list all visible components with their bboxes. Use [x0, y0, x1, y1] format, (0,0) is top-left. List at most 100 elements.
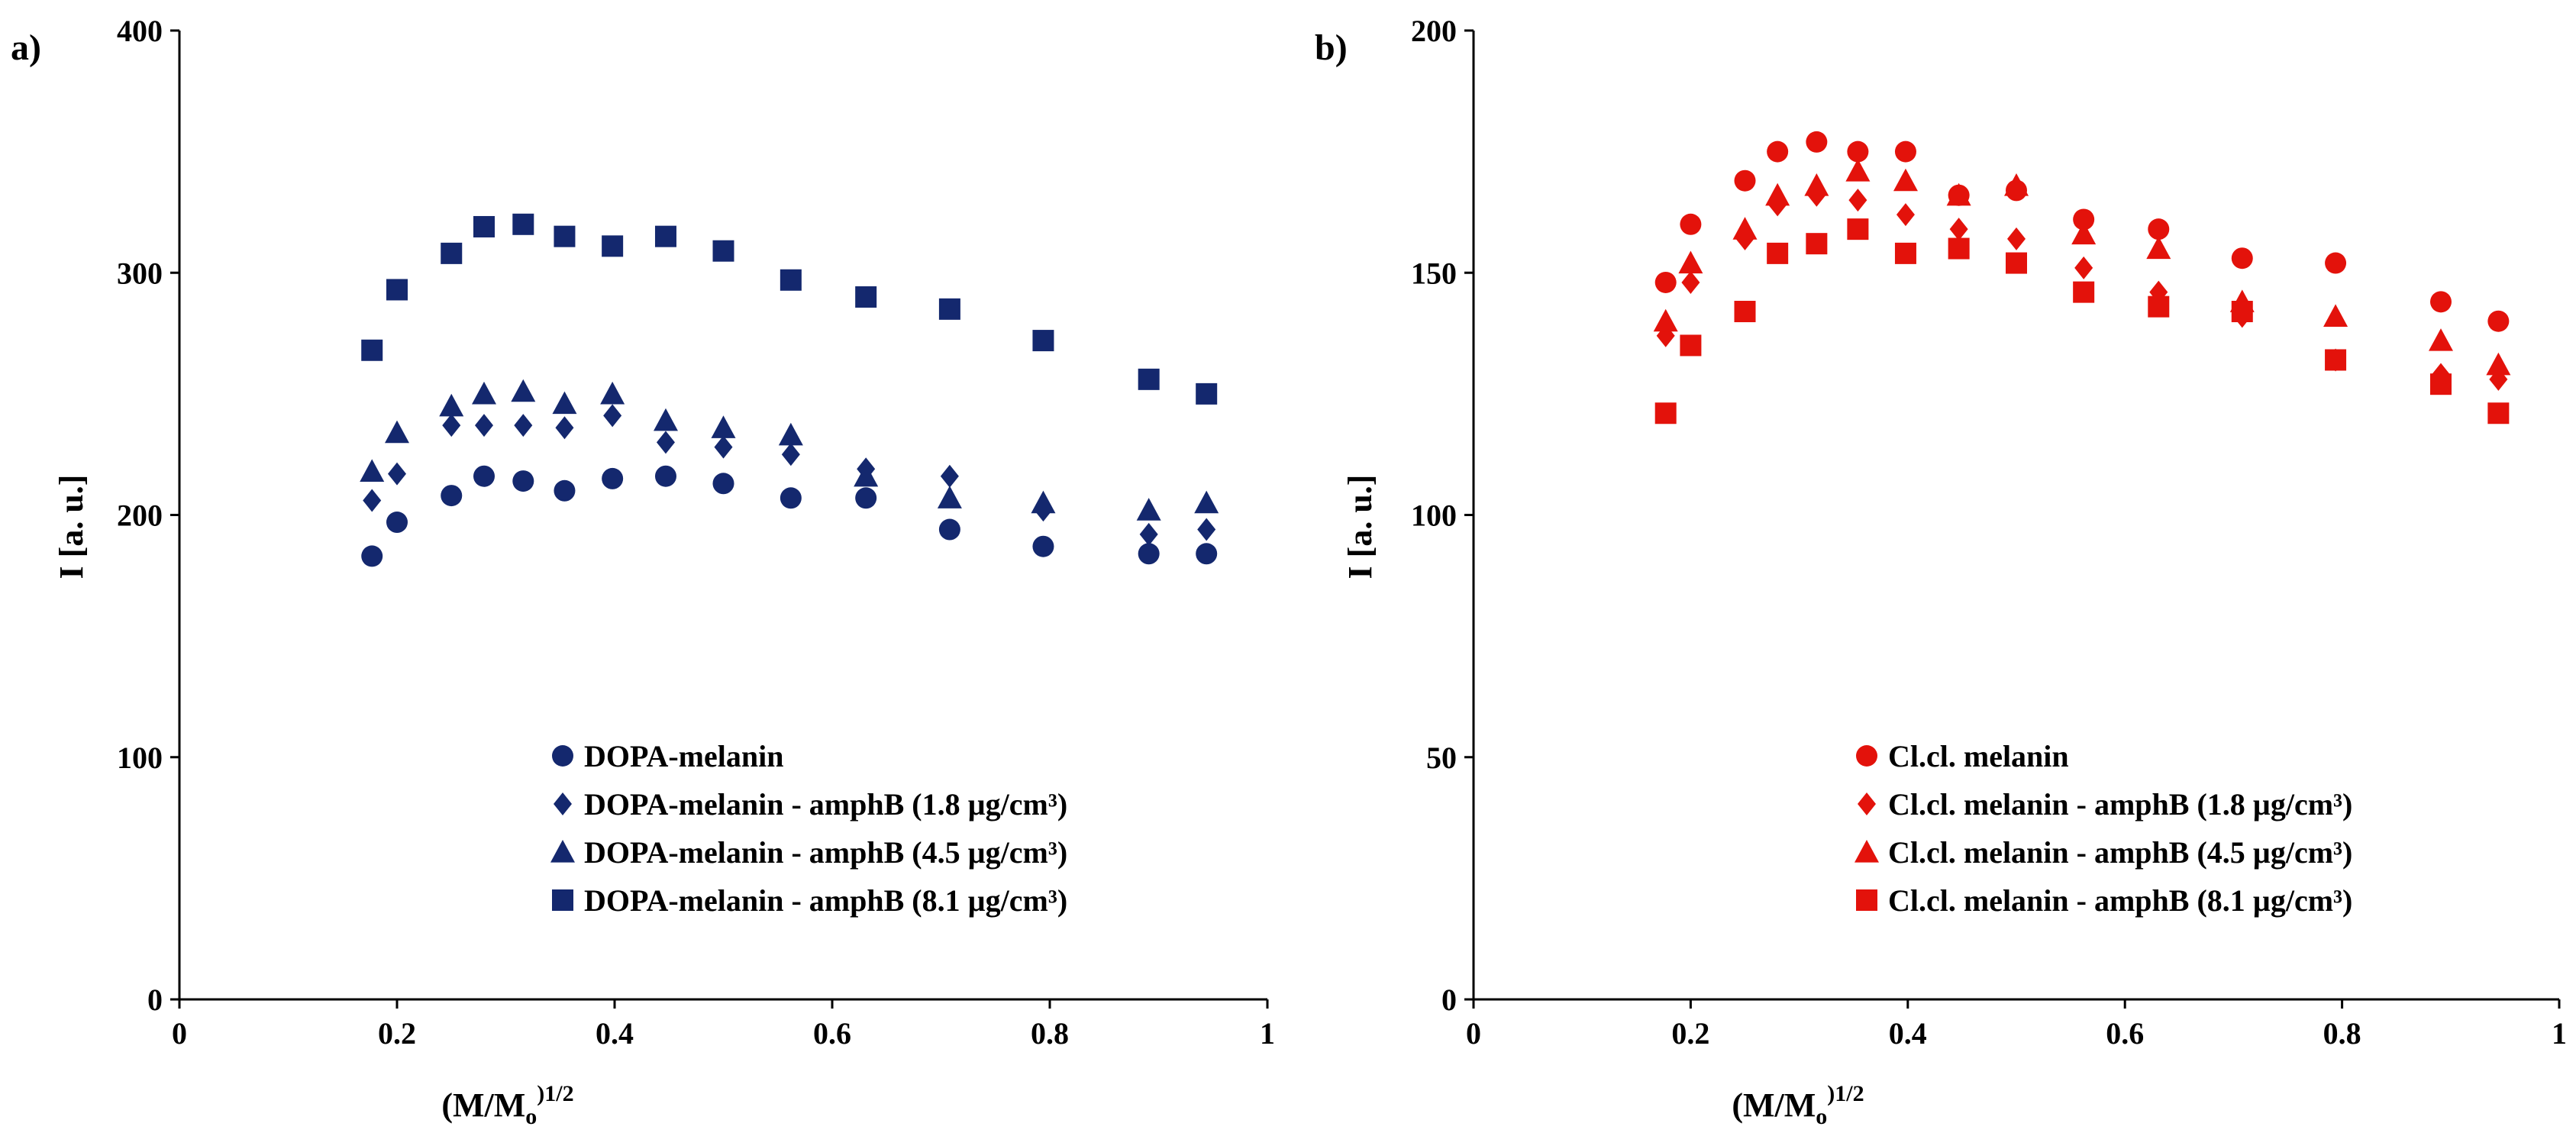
data-point-diamond	[555, 416, 574, 440]
data-point-square	[1032, 330, 1054, 352]
data-point-triangle	[2429, 328, 2454, 351]
data-point-square	[1196, 383, 1218, 405]
data-point-diamond	[363, 489, 382, 512]
data-point-square	[2231, 301, 2253, 323]
y-axis-label: I [a. u.]	[1341, 475, 1379, 579]
data-point-triangle	[472, 381, 496, 405]
y-tick-label: 100	[1411, 499, 1457, 533]
data-point-diamond	[781, 443, 800, 466]
legend-label: DOPA-melanin - amphB (1.8 µg/cm³)	[584, 787, 1067, 822]
data-point-square	[1734, 301, 1756, 323]
legend-marker-square	[552, 889, 573, 911]
data-point-diamond	[656, 431, 675, 454]
data-point-circle	[386, 512, 408, 534]
data-point-diamond	[475, 414, 493, 437]
data-point-triangle	[2146, 236, 2171, 260]
x-tick-label: 0.6	[813, 1016, 851, 1051]
data-point-circle	[1680, 213, 1702, 235]
data-point-triangle	[778, 422, 803, 446]
data-point-circle	[2325, 252, 2347, 274]
data-point-circle	[780, 487, 802, 509]
data-point-circle	[554, 479, 576, 502]
data-point-square	[554, 225, 576, 247]
data-point-square	[441, 242, 463, 264]
data-point-triangle	[1732, 217, 1758, 240]
data-point-triangle	[2323, 304, 2348, 327]
data-point-square	[2148, 295, 2170, 318]
data-point-circle	[1138, 543, 1160, 565]
data-point-triangle	[2071, 221, 2097, 245]
data-point-square	[2325, 349, 2347, 371]
data-point-circle	[1806, 131, 1828, 153]
x-axis-label: (M/Mo)1/2	[441, 1081, 573, 1129]
y-tick-label: 50	[1426, 741, 1457, 775]
data-point-square	[1680, 334, 1702, 357]
data-point-circle	[1032, 535, 1054, 557]
data-point-square	[512, 213, 534, 235]
data-point-triangle	[1804, 173, 1829, 196]
x-tick-label: 1	[2552, 1016, 2567, 1051]
data-point-diamond	[514, 414, 533, 437]
data-point-triangle	[1653, 308, 1678, 332]
data-point-circle	[602, 467, 624, 489]
y-tick-label: 200	[117, 499, 163, 533]
data-point-triangle	[1136, 498, 1161, 521]
data-point-circle	[2148, 218, 2170, 240]
data-point-square	[654, 225, 676, 247]
y-tick-label: 150	[1411, 256, 1457, 290]
data-point-triangle	[937, 486, 962, 508]
x-tick-label: 0.8	[1031, 1016, 1069, 1051]
legend-marker-square	[1856, 889, 1877, 911]
data-point-circle	[1894, 140, 1916, 163]
data-point-square	[938, 298, 960, 320]
x-axis-label: (M/Mo)1/2	[1732, 1081, 1864, 1129]
data-point-circle	[1196, 543, 1218, 565]
panel-b: b) 0 50 100 150 200 0 0.2 0.4 0.6 0.8 1 Cl.cl. mel…	[1315, 14, 2567, 1129]
data-point-diamond	[1681, 270, 1700, 294]
legend-label: Cl.cl. melanin - amphB (8.1 µg/cm³)	[1888, 883, 2352, 918]
data-point-diamond	[2074, 256, 2093, 279]
data-point-diamond	[1896, 203, 1915, 227]
data-point-square	[2006, 252, 2027, 274]
data-point-diamond	[603, 404, 622, 428]
x-tick-label: 0.2	[1671, 1016, 1709, 1051]
data-point-square	[473, 215, 495, 237]
data-point-triangle	[1946, 182, 1971, 206]
legend-label: DOPA-melanin - amphB (4.5 µg/cm³)	[584, 835, 1067, 870]
data-point-square	[712, 240, 734, 262]
data-point-diamond	[442, 414, 461, 437]
x-tick-label: 0.8	[2323, 1016, 2361, 1051]
data-point-square	[2487, 402, 2510, 424]
data-point-triangle	[1031, 490, 1056, 514]
data-point-circle	[712, 473, 734, 495]
legend-label: Cl.cl. melanin	[1888, 739, 2069, 773]
legend-marker-circle	[552, 745, 573, 767]
x-tick-label: 1	[1260, 1016, 1275, 1051]
data-point-diamond	[388, 462, 406, 486]
legend-label: DOPA-melanin - amphB (8.1 µg/cm³)	[584, 883, 1067, 918]
panel-label: b)	[1315, 27, 1348, 68]
data-point-circle	[2231, 247, 2253, 270]
y-tick-label: 0	[1441, 983, 1457, 1017]
data-point-square	[1806, 233, 1828, 255]
data-point-triangle	[1765, 182, 1790, 206]
data-point-triangle	[1845, 159, 1871, 182]
data-point-circle	[2487, 310, 2510, 332]
legend-label: DOPA-melanin	[584, 739, 783, 773]
y-tick-label: 400	[117, 14, 163, 48]
data-point-square	[1138, 368, 1160, 390]
data-point-square	[361, 339, 383, 361]
data-point-square	[1654, 402, 1677, 424]
data-point-square	[1767, 242, 1789, 264]
data-point-triangle	[854, 463, 879, 487]
data-point-triangle	[511, 379, 536, 402]
data-point-triangle	[439, 393, 464, 417]
data-point-circle	[654, 465, 676, 487]
y-tick-label: 100	[117, 741, 163, 775]
legend-label: Cl.cl. melanin - amphB (1.8 µg/cm³)	[1888, 787, 2352, 822]
data-point-square	[386, 279, 408, 301]
x-tick-label: 0	[1466, 1016, 1481, 1051]
data-point-square	[780, 269, 802, 291]
data-point-circle	[1847, 140, 1869, 163]
x-tick-label: 0.4	[596, 1016, 634, 1051]
